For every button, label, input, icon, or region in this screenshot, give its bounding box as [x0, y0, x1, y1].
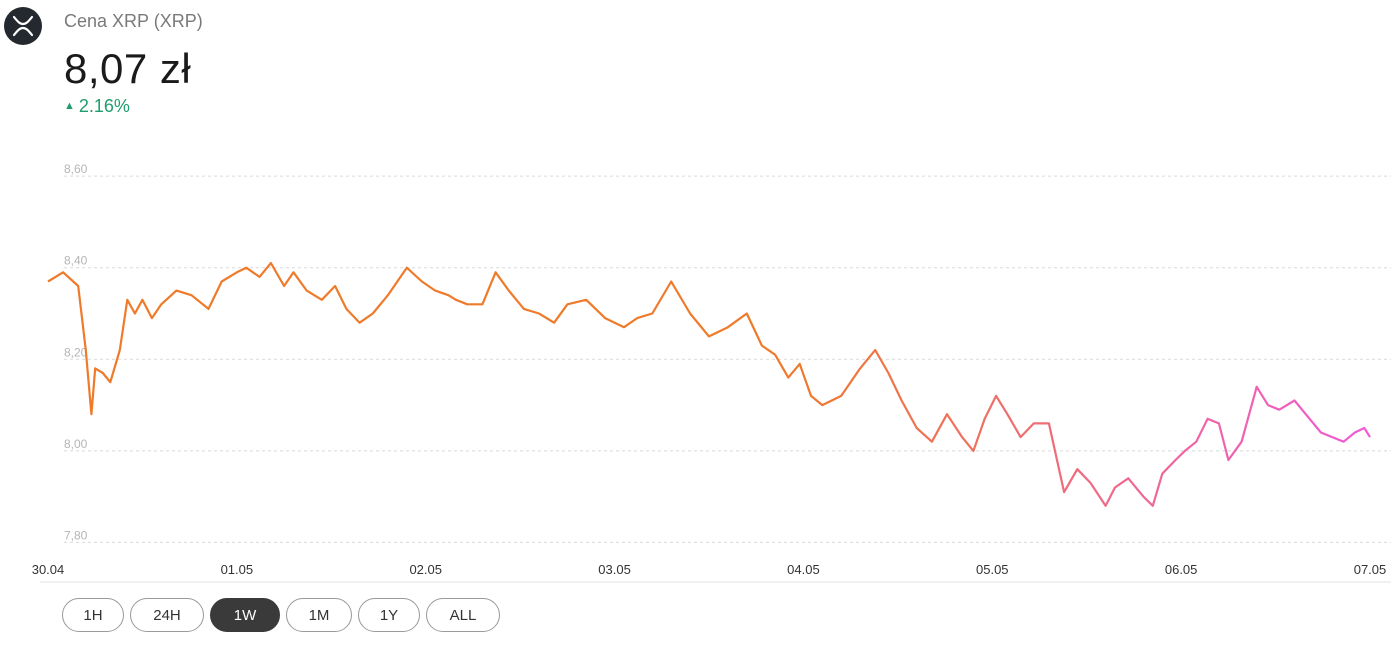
y-tick-label: 8,40 [64, 254, 88, 268]
xrp-logo-icon [4, 7, 42, 45]
price-change: ▲ 2.16% [64, 96, 130, 117]
xrp-logo-glyph [12, 15, 34, 37]
x-tick-label: 06.05 [1165, 562, 1198, 577]
y-tick-label: 8,20 [64, 345, 88, 359]
range-button-1w[interactable]: 1W [210, 598, 280, 632]
range-selector: 1H 24H 1W 1M 1Y ALL [62, 598, 500, 632]
price-change-value: 2.16% [78, 96, 130, 116]
coin-title: Cena XRP (XRP) [64, 11, 203, 31]
y-tick-label: 8,00 [64, 437, 88, 451]
price-line [47, 262, 1371, 507]
range-button-1y[interactable]: 1Y [358, 598, 420, 632]
range-button-all[interactable]: ALL [426, 598, 500, 632]
x-tick-label: 30.04 [32, 562, 65, 577]
x-tick-label: 02.05 [409, 562, 442, 577]
range-button-24h[interactable]: 24H [130, 598, 204, 632]
x-tick-label: 01.05 [221, 562, 254, 577]
x-tick-label: 04.05 [787, 562, 820, 577]
grid-lines [64, 175, 1391, 543]
y-tick-label: 7,80 [64, 528, 88, 542]
x-tick-label: 05.05 [976, 562, 1009, 577]
x-tick-label: 07.05 [1354, 562, 1387, 577]
y-tick-label: 8,60 [64, 162, 88, 176]
price-chart[interactable]: 8,60 8,40 8,20 8,00 7,80 30.04 01.05 02.05 03.0… [0, 150, 1391, 590]
triangle-up-icon: ▲ [64, 100, 75, 112]
current-price: 8,07 zł [64, 45, 192, 92]
range-button-1m[interactable]: 1M [286, 598, 352, 632]
range-button-1h[interactable]: 1H [62, 598, 124, 632]
x-tick-label: 03.05 [598, 562, 631, 577]
x-axis: 30.04 01.05 02.05 03.05 04.05 05.05 06.05 07.05 [32, 562, 1387, 577]
y-axis: 8,60 8,40 8,20 8,00 7,80 [64, 162, 88, 542]
